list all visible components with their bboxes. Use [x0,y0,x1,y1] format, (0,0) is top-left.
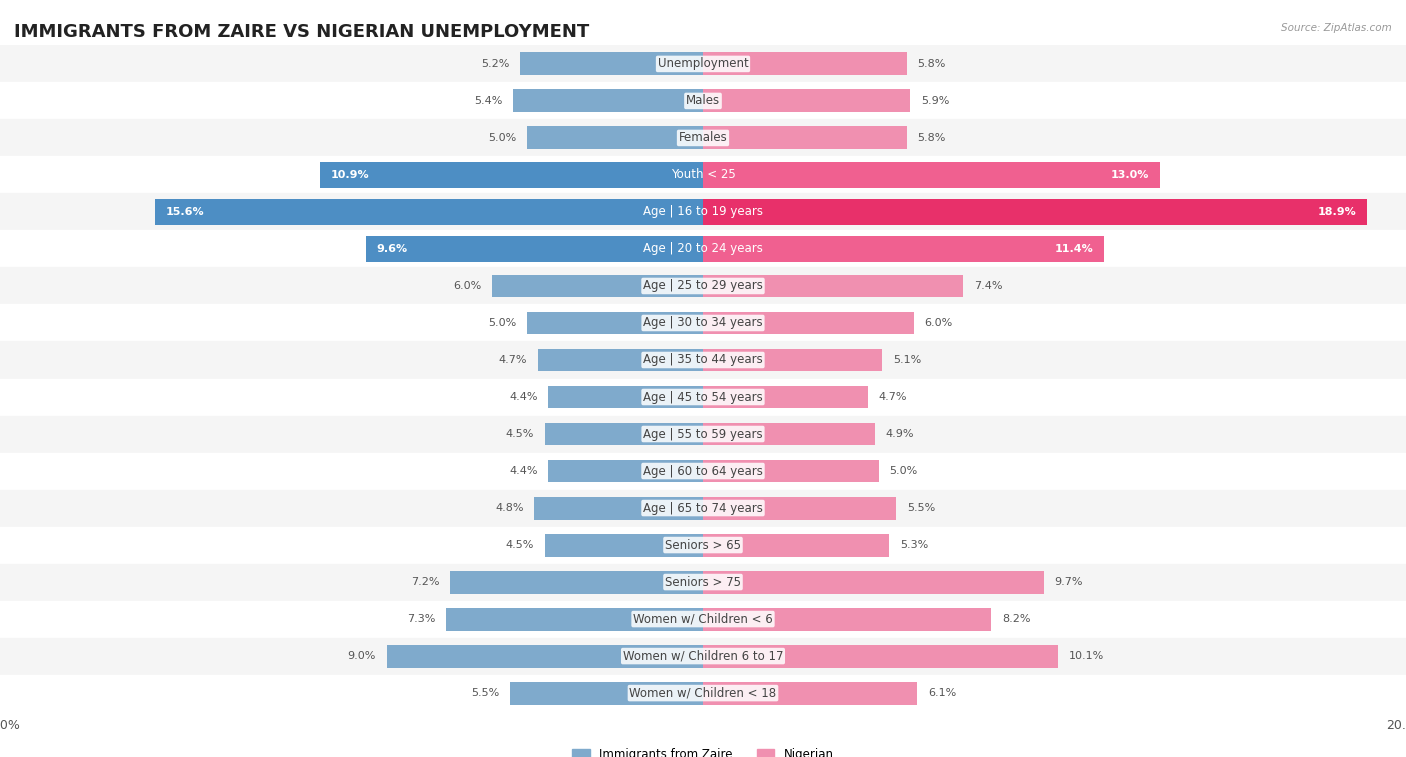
Bar [703,645,1057,668]
Text: 5.0%: 5.0% [488,318,517,328]
Text: Age | 16 to 19 years: Age | 16 to 19 years [643,205,763,219]
Text: 5.8%: 5.8% [917,59,946,69]
Text: Females: Females [679,132,727,145]
Text: 9.0%: 9.0% [347,651,375,661]
Text: Age | 45 to 54 years: Age | 45 to 54 years [643,391,763,403]
Text: 7.2%: 7.2% [411,577,439,587]
Text: 5.5%: 5.5% [907,503,935,513]
Bar [520,52,703,76]
Text: Women w/ Children < 18: Women w/ Children < 18 [630,687,776,699]
Text: 11.4%: 11.4% [1054,244,1094,254]
Bar [703,126,907,149]
Text: Age | 60 to 64 years: Age | 60 to 64 years [643,465,763,478]
Text: Age | 55 to 59 years: Age | 55 to 59 years [643,428,763,441]
Text: 7.4%: 7.4% [973,281,1002,291]
Text: 10.1%: 10.1% [1069,651,1104,661]
Text: 5.2%: 5.2% [481,59,510,69]
Bar [546,534,703,556]
Bar [447,608,703,631]
Text: Age | 25 to 29 years: Age | 25 to 29 years [643,279,763,292]
Text: Seniors > 75: Seniors > 75 [665,575,741,588]
Text: 6.1%: 6.1% [928,688,956,698]
Text: 15.6%: 15.6% [166,207,204,217]
Bar [155,198,703,226]
Bar [513,89,703,112]
Bar [703,608,991,631]
Legend: Immigrants from Zaire, Nigerian: Immigrants from Zaire, Nigerian [568,743,838,757]
Text: Unemployment: Unemployment [658,58,748,70]
Text: 4.4%: 4.4% [509,466,537,476]
Text: Age | 30 to 34 years: Age | 30 to 34 years [643,316,763,329]
Text: 4.7%: 4.7% [499,355,527,365]
Text: IMMIGRANTS FROM ZAIRE VS NIGERIAN UNEMPLOYMENT: IMMIGRANTS FROM ZAIRE VS NIGERIAN UNEMPL… [14,23,589,41]
Bar [387,645,703,668]
Text: 5.8%: 5.8% [917,133,946,143]
Text: 5.1%: 5.1% [893,355,921,365]
Text: Women w/ Children < 6: Women w/ Children < 6 [633,612,773,625]
Bar [510,681,703,705]
Bar [703,162,1160,188]
Bar [703,571,1043,593]
Text: 5.9%: 5.9% [921,96,949,106]
Text: 5.0%: 5.0% [889,466,918,476]
Text: Women w/ Children 6 to 17: Women w/ Children 6 to 17 [623,650,783,662]
Text: 18.9%: 18.9% [1317,207,1357,217]
Bar [703,681,917,705]
Bar [703,235,1104,262]
Text: Youth < 25: Youth < 25 [671,169,735,182]
Bar [703,275,963,298]
Bar [703,422,875,445]
Text: Age | 65 to 74 years: Age | 65 to 74 years [643,502,763,515]
Bar [527,312,703,335]
Text: 4.5%: 4.5% [506,429,534,439]
Bar [366,235,703,262]
Bar [527,126,703,149]
Text: Males: Males [686,95,720,107]
Bar [548,459,703,482]
Text: Source: ZipAtlas.com: Source: ZipAtlas.com [1281,23,1392,33]
Bar [703,348,883,372]
Bar [534,497,703,519]
Text: Seniors > 65: Seniors > 65 [665,538,741,552]
Text: 4.7%: 4.7% [879,392,907,402]
Bar [321,162,703,188]
Bar [703,534,889,556]
Text: 13.0%: 13.0% [1111,170,1150,180]
Text: 5.4%: 5.4% [474,96,503,106]
Bar [703,459,879,482]
Text: 5.5%: 5.5% [471,688,499,698]
Text: 6.0%: 6.0% [453,281,481,291]
Text: 10.9%: 10.9% [330,170,368,180]
Text: 4.5%: 4.5% [506,540,534,550]
Bar [703,52,907,76]
Bar [703,89,911,112]
Text: 4.8%: 4.8% [495,503,524,513]
Bar [703,312,914,335]
Text: Age | 20 to 24 years: Age | 20 to 24 years [643,242,763,255]
Bar [537,348,703,372]
Text: 6.0%: 6.0% [925,318,953,328]
Text: 7.3%: 7.3% [408,614,436,624]
Bar [450,571,703,593]
Bar [548,385,703,409]
Text: 5.3%: 5.3% [900,540,928,550]
Text: 5.0%: 5.0% [488,133,517,143]
Bar [703,198,1367,226]
Bar [546,422,703,445]
Text: Age | 35 to 44 years: Age | 35 to 44 years [643,354,763,366]
Bar [492,275,703,298]
Text: 9.6%: 9.6% [377,244,408,254]
Text: 4.4%: 4.4% [509,392,537,402]
Text: 4.9%: 4.9% [886,429,914,439]
Text: 9.7%: 9.7% [1054,577,1083,587]
Text: 8.2%: 8.2% [1001,614,1031,624]
Bar [703,385,869,409]
Bar [703,497,897,519]
